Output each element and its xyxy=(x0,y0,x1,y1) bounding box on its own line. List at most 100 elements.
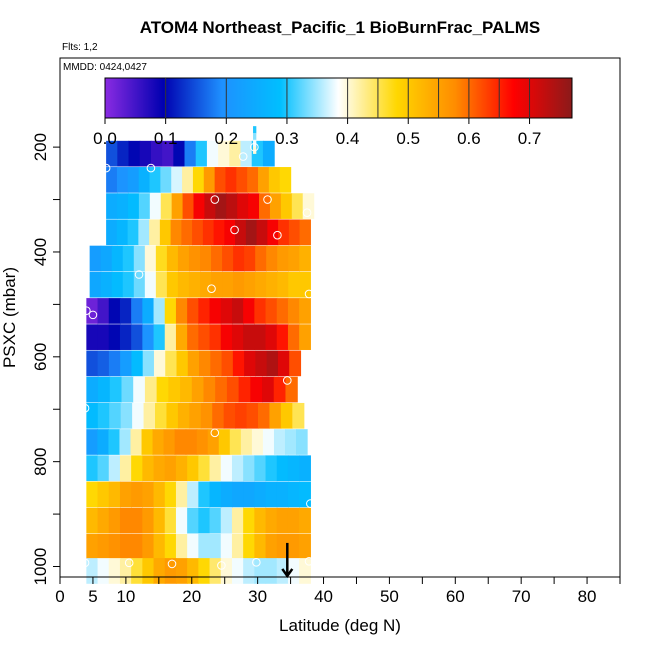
heatmap-cell xyxy=(221,350,234,377)
heatmap-cell xyxy=(185,429,198,455)
heatmap-cell xyxy=(164,298,177,324)
heatmap-cell xyxy=(86,350,99,377)
heatmap-cell xyxy=(177,245,190,272)
heatmap-cell xyxy=(255,271,267,298)
heatmap-cell xyxy=(165,350,178,377)
heatmap-cell xyxy=(108,534,121,560)
colorbar-tick-label: 0.7 xyxy=(518,129,542,148)
heatmap-cell xyxy=(287,558,300,584)
heatmap-cell xyxy=(160,167,172,193)
heatmap-cell xyxy=(164,534,177,560)
x-tick-label: 30 xyxy=(248,587,267,606)
heatmap-cell xyxy=(170,219,182,246)
heatmap-cell xyxy=(280,193,293,219)
heatmap-cell xyxy=(204,193,216,219)
x-tick-label: 5 xyxy=(88,587,97,606)
heatmap-cell xyxy=(153,481,166,508)
sample-point xyxy=(87,195,97,204)
heatmap-cell xyxy=(86,507,99,534)
heatmap-cell xyxy=(156,376,169,403)
heatmap-cell xyxy=(155,402,168,429)
sample-point xyxy=(167,559,177,569)
heatmap-layer xyxy=(86,126,315,584)
heatmap-cell xyxy=(86,481,99,508)
heatmap-cell xyxy=(131,350,144,377)
heatmap-cell xyxy=(288,245,300,272)
sample-point xyxy=(306,499,315,508)
heatmap-cell xyxy=(175,455,188,482)
x-tick-label: 60 xyxy=(446,587,465,606)
heatmap-cell xyxy=(108,481,121,508)
heatmap-cell xyxy=(192,219,204,246)
heatmap-cell xyxy=(299,245,311,272)
heatmap-cell xyxy=(127,219,139,246)
heatmap-cell xyxy=(153,324,166,350)
heatmap-cell xyxy=(257,402,271,429)
heatmap-cell xyxy=(131,534,143,560)
heatmap-cell xyxy=(195,140,208,167)
heatmap-cell xyxy=(193,193,206,219)
heatmap-cell xyxy=(164,507,177,534)
x-tick-label: 20 xyxy=(182,587,201,606)
heatmap-cell xyxy=(299,324,311,350)
heatmap-cell xyxy=(131,558,143,584)
y-tick-label: 200 xyxy=(31,133,50,161)
heatmap-cell xyxy=(236,167,248,193)
heatmap-cell xyxy=(254,558,267,584)
heatmap-cell xyxy=(198,455,211,482)
heatmap-cell xyxy=(132,402,145,429)
heatmap-cell xyxy=(97,402,110,429)
heatmap-cell xyxy=(243,298,255,324)
heatmap-cell xyxy=(108,429,121,455)
heatmap-cell xyxy=(142,324,155,350)
heatmap-cell xyxy=(188,271,201,298)
heatmap-cell xyxy=(131,324,143,350)
heatmap-cell xyxy=(244,245,256,272)
heatmap-cell xyxy=(175,324,188,350)
x-tick-label: 40 xyxy=(314,587,333,606)
heatmap-cell xyxy=(97,455,110,482)
heatmap-cell xyxy=(265,298,278,324)
colorbar-tick-label: 0.4 xyxy=(336,129,360,148)
heatmap-cell xyxy=(246,402,259,429)
heatmap-cell xyxy=(244,350,256,377)
heatmap-cell xyxy=(189,402,202,429)
heatmap-cell xyxy=(229,140,242,167)
heatmap-cell xyxy=(121,376,134,403)
sample-points-layer xyxy=(80,142,315,570)
heatmap-cell xyxy=(171,193,184,219)
heatmap-cell xyxy=(160,193,173,219)
y-axis-label: PSXC (mbar) xyxy=(0,267,19,368)
heatmap-cell xyxy=(175,298,188,324)
heatmap-cell xyxy=(251,140,264,167)
heatmap-cell xyxy=(198,481,211,508)
heatmap-cell xyxy=(119,298,132,324)
heatmap-cell xyxy=(162,140,174,167)
sample-point xyxy=(207,284,216,293)
heatmap-cell xyxy=(276,534,289,560)
heatmap-cell xyxy=(106,140,118,167)
heatmap-cell xyxy=(209,324,222,350)
sample-point xyxy=(210,428,220,438)
heatmap-cell xyxy=(111,245,124,272)
heatmap-cell xyxy=(276,455,289,482)
heatmap-cell xyxy=(213,219,225,246)
heatmap-cell xyxy=(131,481,143,508)
heatmap-cell xyxy=(253,146,257,154)
heatmap-cell xyxy=(144,376,158,403)
heatmap-cell xyxy=(122,245,135,272)
heatmap-cell xyxy=(155,245,168,272)
heatmap-cell xyxy=(244,271,256,298)
heatmap-cell xyxy=(181,219,193,246)
heatmap-cell xyxy=(231,298,244,324)
y-tick-label: 600 xyxy=(31,343,50,371)
heatmap-cell xyxy=(177,271,190,298)
heatmap-cell xyxy=(254,298,267,324)
heatmap-cell xyxy=(149,219,161,246)
heatmap-cell xyxy=(254,324,267,350)
heatmap-cell xyxy=(255,350,268,377)
heatmap-cell xyxy=(182,167,194,193)
heatmap-cell xyxy=(182,193,195,219)
heatmap-cell xyxy=(141,429,154,455)
